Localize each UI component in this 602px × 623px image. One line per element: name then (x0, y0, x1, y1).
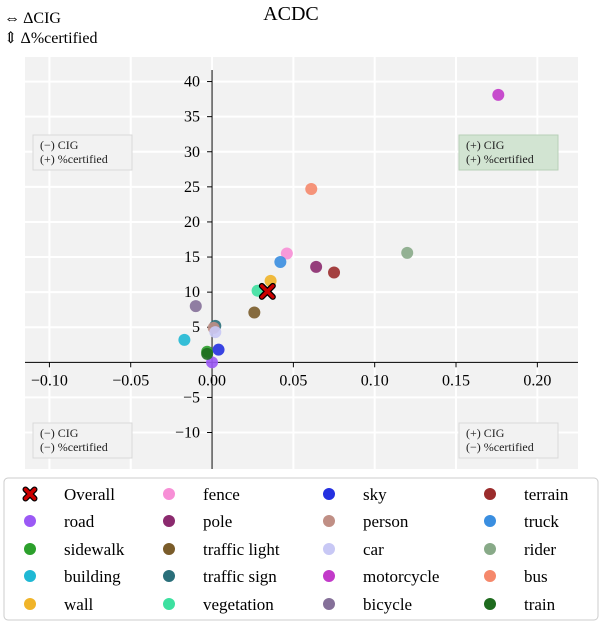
legend: Overall road sidewalk building wall fence pole… (3, 477, 599, 621)
quadrant-box-bottom-right (458, 422, 559, 459)
x-tick-label: 0.20 (523, 372, 551, 389)
legend-label-sky: sky (363, 485, 387, 504)
y-tick-label: 20 (184, 214, 200, 231)
y-tick-label: 5 (192, 319, 200, 336)
legend-marker-rider (484, 543, 496, 555)
legend-marker-sky (323, 488, 335, 500)
legend-label-terrain: terrain (524, 485, 569, 504)
legend-marker-car (323, 543, 335, 555)
point-traffic-light (248, 306, 261, 319)
y-tick-label: 10 (184, 284, 200, 301)
legend-marker-bicycle (323, 598, 335, 610)
y-tick-label: 15 (184, 249, 200, 266)
legend-label-person: person (363, 512, 409, 531)
point-bus (305, 182, 318, 195)
legend-label-building: building (64, 567, 121, 586)
quadrant-label-bottom-left-certified: (−) %certified (40, 440, 108, 454)
quadrant-box-bottom-left (32, 422, 133, 459)
legend-marker-wall (24, 598, 36, 610)
data-points (178, 88, 505, 369)
legend-label-bus: bus (524, 567, 548, 586)
y-tick-label: −5 (183, 389, 200, 406)
point-rider (401, 246, 414, 259)
quadrant-label-top-left-certified: (+) %certified (40, 152, 108, 166)
y-tick-label: 25 (184, 179, 200, 196)
quadrant-label-top-right-cig: (+) CIG (466, 138, 505, 152)
x-tick-label: 0.00 (198, 372, 226, 389)
legend-marker-pole (163, 515, 175, 527)
legend-marker-bus (484, 570, 496, 582)
quadrant-label-bottom-right-certified: (−) %certified (466, 440, 534, 454)
legend-frame (3, 477, 599, 621)
x-tick-label: −0.05 (112, 372, 149, 389)
point-truck (274, 255, 287, 268)
legend-label-motorcycle: motorcycle (363, 567, 439, 586)
point-motorcycle (492, 88, 505, 101)
point-building (178, 333, 191, 346)
chart-title: ACDC (263, 3, 319, 25)
x-tick-label: 0.05 (279, 372, 307, 389)
legend-label-traffic-sign: traffic sign (203, 567, 277, 586)
legend-label-train: train (524, 595, 556, 614)
legend-label-traffic-light: traffic light (203, 540, 280, 559)
legend-marker-terrain (484, 488, 496, 500)
legend-label-road: road (64, 512, 95, 531)
quadrant-labels: (−) CIG(+) %certified(+) CIG(+) %certifi… (32, 134, 559, 459)
point-overall (258, 282, 276, 300)
legend-marker-vegetation (163, 598, 175, 610)
point-car (209, 326, 222, 339)
legend-marker-train (484, 598, 496, 610)
quadrant-label-bottom-right-cig: (+) CIG (466, 426, 505, 440)
legend-marker-fence (163, 488, 175, 500)
legend-marker-road (24, 515, 36, 527)
x-tick-label: −0.10 (31, 372, 68, 389)
plot-background (25, 57, 578, 469)
point-sky (212, 343, 225, 356)
legend-marker-truck (484, 515, 496, 527)
y-tick-label: 35 (184, 109, 200, 126)
legend-label-rider: rider (524, 540, 556, 559)
legend-marker-motorcycle (323, 570, 335, 582)
point-terrain (328, 266, 341, 279)
legend-label-fence: fence (203, 485, 240, 504)
x-tick-label: 0.15 (442, 372, 470, 389)
legend-marker-traffic-sign (163, 570, 175, 582)
quadrant-label-bottom-left-cig: (−) CIG (40, 426, 79, 440)
y-axis-label: ⇕ Δ%certified (4, 30, 97, 47)
x-tick-label: 0.10 (361, 372, 389, 389)
quadrant-box-top-left (32, 134, 133, 171)
quadrant-label-top-left-cig: (−) CIG (40, 138, 79, 152)
point-bicycle (189, 300, 202, 313)
point-pole (310, 260, 323, 273)
legend-label-bicycle: bicycle (363, 595, 412, 614)
legend-label-overall: Overall (64, 485, 115, 504)
y-tick-label: −10 (175, 425, 200, 442)
y-tick-label: 30 (184, 144, 200, 161)
legend-marker-traffic-light (163, 543, 175, 555)
quadrant-box-top-right (458, 134, 559, 171)
quadrant-label-top-right-certified: (+) %certified (466, 152, 534, 166)
legend-label-car: car (363, 540, 384, 559)
legend-label-pole: pole (203, 512, 232, 531)
point-train (201, 347, 214, 360)
legend-marker-person (323, 515, 335, 527)
point-overall-fill (260, 284, 275, 299)
legend-marker-sidewalk (24, 543, 36, 555)
legend-label-sidewalk: sidewalk (64, 540, 125, 559)
legend-marker-building (24, 570, 36, 582)
plot-area: (−) CIG(+) %certified(+) CIG(+) %certifi… (25, 57, 578, 469)
axes (25, 70, 578, 469)
point-fence (280, 247, 293, 260)
legend-label-truck: truck (524, 512, 559, 531)
tick-labels: −0.10 −0.05 0.00 0.05 0.10 0.15 0.20 −10 −5 5 10 15… (31, 74, 551, 442)
legend-label-vegetation: vegetation (203, 595, 274, 614)
legend-marker-overall (22, 486, 38, 502)
x-axis-label: ⇔ ΔCIG (4, 10, 61, 27)
y-tick-label: 40 (184, 74, 200, 91)
legend-label-wall: wall (64, 595, 94, 614)
legend-marker-overall-fill (23, 487, 37, 501)
